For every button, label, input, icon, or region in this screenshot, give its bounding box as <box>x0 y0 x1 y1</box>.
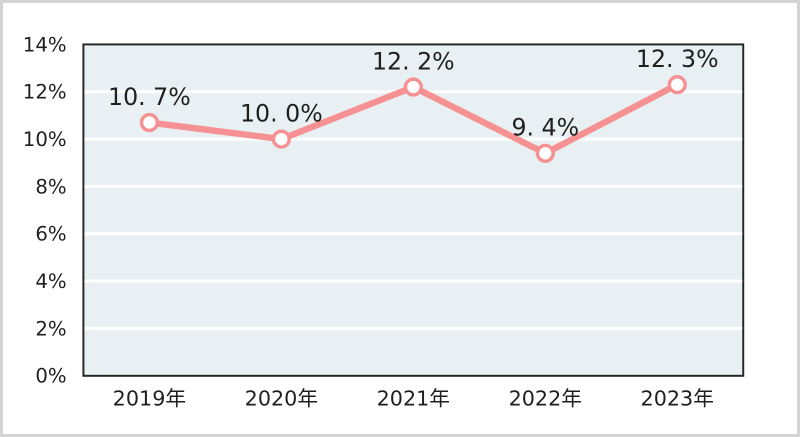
x-axis-tick-label: 2020年 <box>245 386 318 410</box>
data-point-label: 10. 7% <box>108 83 191 111</box>
y-axis-tick-label: 0% <box>35 365 66 388</box>
line-chart: 0% 2% 4% 6% 8% 10% 12% 14% 2019年 2020年 2021年 2022年 2… <box>23 33 745 410</box>
plot-area <box>82 43 745 377</box>
data-point-marker <box>139 112 160 133</box>
data-point-label: 9. 4% <box>511 114 579 142</box>
y-axis-tick-label: 2% <box>35 317 66 340</box>
y-axis-tick-label: 12% <box>23 81 67 104</box>
data-point-marker <box>667 75 687 95</box>
x-axis-tick-label: 2021年 <box>377 386 450 410</box>
data-point-label: 12. 2% <box>372 47 455 75</box>
x-axis-tick-label: 2022年 <box>509 386 582 410</box>
y-axis-tick-label: 14% <box>23 33 67 56</box>
data-point-label: 12. 3% <box>636 45 719 73</box>
y-axis-tick-label: 4% <box>35 270 66 293</box>
x-axis-tick-label: 2023年 <box>641 386 714 410</box>
y-axis-tick-label: 10% <box>23 128 67 151</box>
data-point-marker <box>535 143 555 163</box>
y-axis-tick-label: 8% <box>35 175 66 198</box>
x-axis-tick-label: 2019年 <box>113 386 186 410</box>
data-point-marker <box>403 77 423 97</box>
y-axis-tick-label: 6% <box>35 223 66 246</box>
data-point-marker <box>271 129 291 149</box>
data-point-label: 10. 0% <box>240 99 323 127</box>
